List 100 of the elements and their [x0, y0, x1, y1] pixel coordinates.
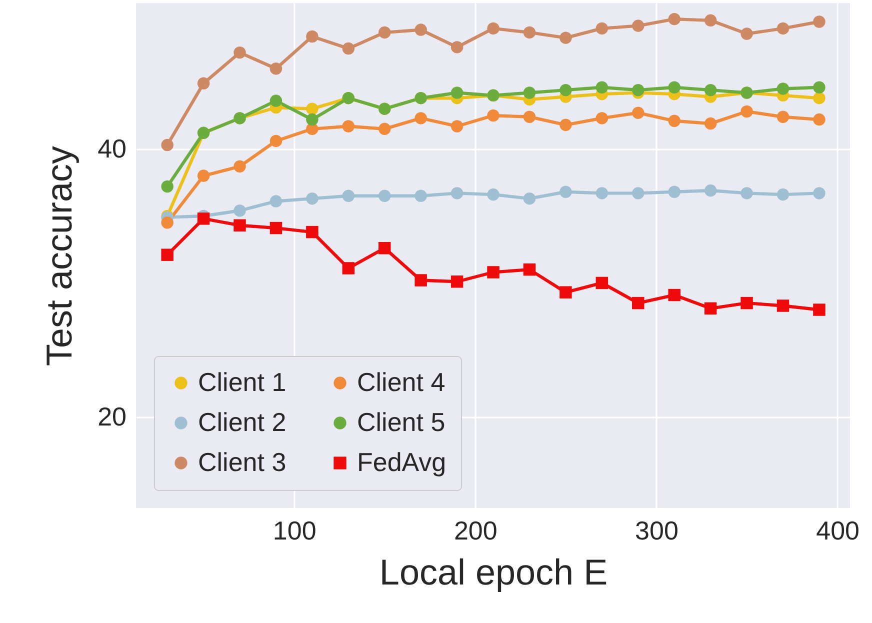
point — [740, 296, 753, 310]
point — [342, 262, 355, 274]
point — [560, 118, 572, 132]
point — [161, 138, 174, 152]
point — [704, 302, 717, 315]
point — [378, 242, 391, 254]
point — [487, 109, 500, 122]
point — [560, 32, 572, 44]
point — [596, 112, 608, 124]
point — [450, 275, 464, 288]
point — [668, 81, 680, 94]
point — [740, 28, 753, 40]
x-tick-label: 200 — [454, 516, 498, 546]
legend-label: Client 3 — [198, 447, 286, 477]
point — [523, 26, 536, 39]
point — [704, 84, 717, 96]
point — [306, 30, 318, 43]
legend-label: FedAvg — [357, 447, 446, 477]
point — [197, 77, 210, 90]
point — [740, 105, 753, 118]
point — [270, 222, 282, 234]
point — [813, 187, 826, 200]
point — [632, 84, 644, 96]
point — [270, 62, 282, 75]
point — [668, 12, 680, 26]
point — [813, 81, 826, 94]
point — [450, 86, 464, 99]
point — [414, 274, 427, 286]
point — [450, 120, 464, 132]
point — [487, 22, 500, 35]
point — [161, 180, 174, 193]
point — [668, 114, 680, 127]
point — [342, 42, 355, 55]
point — [450, 41, 464, 54]
y-tick-label: 20 — [98, 401, 126, 432]
point — [234, 204, 246, 217]
point — [270, 195, 282, 208]
point — [704, 14, 717, 27]
point — [523, 86, 536, 99]
point — [270, 94, 282, 107]
point — [234, 219, 246, 232]
point — [776, 22, 790, 35]
point — [450, 187, 464, 200]
point — [342, 120, 355, 132]
point — [560, 186, 572, 198]
point — [776, 82, 790, 95]
point — [704, 117, 717, 130]
point — [813, 304, 826, 316]
point — [306, 192, 318, 205]
point — [596, 22, 608, 35]
point — [523, 110, 536, 123]
point — [813, 92, 826, 104]
point — [234, 46, 246, 59]
x-tick-label: 400 — [816, 516, 860, 546]
point — [197, 170, 210, 182]
point — [378, 26, 391, 39]
point — [161, 248, 174, 261]
point — [270, 134, 282, 148]
point — [414, 24, 427, 36]
point — [668, 186, 680, 198]
x-axis-title: Local epoch E — [379, 552, 608, 592]
point — [776, 110, 790, 123]
point — [596, 187, 608, 200]
point — [306, 113, 318, 126]
point — [523, 263, 536, 276]
point — [523, 192, 536, 205]
point — [378, 190, 391, 202]
point — [378, 122, 391, 136]
point — [632, 187, 644, 200]
point — [560, 84, 572, 96]
point — [596, 276, 608, 290]
legend-label: Client 1 — [198, 367, 286, 397]
y-axis-title: Test accuracy — [38, 146, 80, 366]
point — [632, 20, 644, 32]
point — [414, 112, 427, 124]
point — [197, 212, 210, 225]
point — [632, 296, 644, 310]
point — [813, 16, 826, 28]
point — [560, 286, 572, 298]
point — [668, 288, 680, 302]
point — [414, 190, 427, 202]
point — [306, 102, 318, 115]
y-tick-label: 40 — [98, 134, 126, 164]
point — [740, 187, 753, 200]
point — [234, 160, 246, 173]
point — [813, 113, 826, 126]
point — [776, 188, 790, 201]
point — [306, 226, 318, 238]
point — [161, 216, 174, 229]
legend-label: Client 2 — [198, 407, 286, 437]
legend-label: Client 5 — [357, 407, 446, 437]
legend-label: Client 4 — [357, 367, 446, 397]
point — [487, 266, 500, 278]
x-tick-label: 300 — [635, 516, 678, 546]
point — [596, 81, 608, 94]
point — [704, 184, 717, 197]
x-tick-label: 100 — [272, 516, 316, 546]
point — [487, 188, 500, 201]
point — [342, 190, 355, 202]
point — [632, 106, 644, 119]
